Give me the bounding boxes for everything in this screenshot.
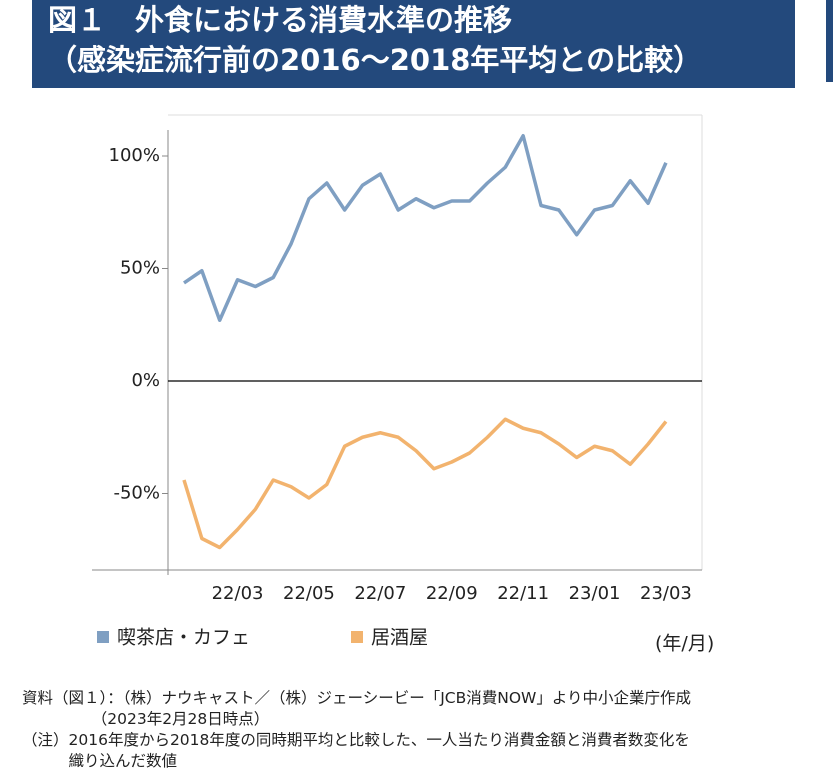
x-tick-label: 22/07 <box>354 583 406 604</box>
legend-label: 居酒屋 <box>371 627 428 649</box>
note: 資料（図１）：（株）ナウキャスト／（株）ジェーシービー「JCB消費NOW」より中… <box>22 689 692 707</box>
x-axis-label: (年/月) <box>655 633 714 655</box>
x-tick-label: 23/01 <box>569 583 621 604</box>
x-tick-label: 22/09 <box>426 583 478 604</box>
chart-title: 図１ 外食における消費水準の推移 <box>48 3 512 37</box>
note: （注）2016年度から2018年度の同時期平均と比較した、一人当たり消費金額と消… <box>22 731 690 749</box>
note: 織り込んだ数値 <box>22 752 178 770</box>
series-line <box>183 134 668 322</box>
y-tick-label: -50% <box>113 483 160 504</box>
x-tick-label: 22/03 <box>212 583 264 604</box>
legend-swatch <box>351 631 363 643</box>
y-tick-label: 0% <box>131 370 160 391</box>
legend-swatch <box>97 631 109 643</box>
y-tick-label: 50% <box>120 258 160 279</box>
y-tick-label: 100% <box>109 145 160 166</box>
title-box <box>32 0 795 88</box>
series-line <box>182 417 668 550</box>
x-tick-label: 22/05 <box>283 583 335 604</box>
chart-title: （感染症流行前の2016～2018年平均との比較） <box>48 43 702 77</box>
x-tick-label: 23/03 <box>640 583 692 604</box>
note: （2023年2月28日時点） <box>22 710 270 728</box>
legend-label: 喫茶店・カフェ <box>117 627 250 649</box>
notes: 資料（図１）：（株）ナウキャスト／（株）ジェーシービー「JCB消費NOW」より中… <box>22 688 822 772</box>
side-panel <box>826 0 833 82</box>
x-tick-label: 22/11 <box>497 583 549 604</box>
